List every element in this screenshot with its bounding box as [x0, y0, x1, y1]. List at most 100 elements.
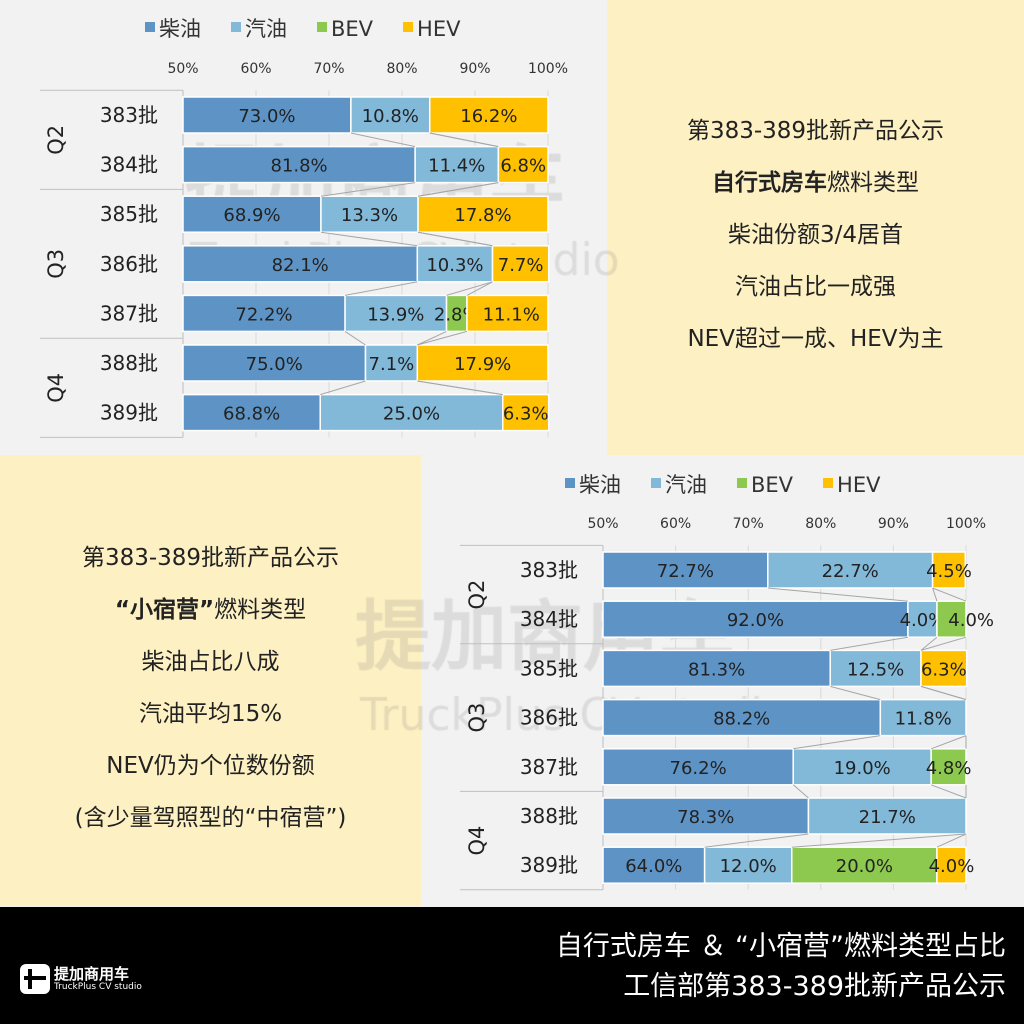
data-label: 4.0%: [948, 610, 994, 631]
note-line: 汽油占比一成强: [607, 261, 1024, 313]
series-line: [791, 833, 967, 848]
bar-segment-hev: [920, 649, 968, 688]
data-label: 22.7%: [822, 561, 879, 582]
note-line: 第383-389批新产品公示: [0, 532, 421, 584]
bar-segment-diesel: [602, 797, 810, 835]
series-line: [704, 833, 809, 848]
data-label: 7.1%: [369, 354, 415, 375]
data-label: 17.9%: [454, 354, 511, 375]
legend-label-diesel: 柴油: [579, 473, 621, 497]
legend-swatch-bev: [737, 478, 747, 488]
series-line: [932, 587, 967, 602]
series-line: [344, 281, 418, 296]
series-line: [417, 182, 499, 197]
data-label: 72.7%: [657, 561, 714, 582]
series-line: [920, 636, 938, 651]
bar-segment-hev: [497, 145, 549, 184]
data-label: 11.4%: [428, 156, 485, 177]
series-line: [429, 132, 499, 148]
series-line: [417, 231, 493, 247]
series-line: [320, 380, 366, 396]
quarter-label: Q3: [465, 703, 489, 733]
legend-swatch-gasoline: [651, 478, 661, 488]
note-line-text: 第383-389批新产品公示: [686, 118, 945, 144]
bar-segment-gasoline: [907, 600, 938, 638]
quarter-label: Q2: [465, 580, 489, 610]
note-line: 柴油份额3/4居首: [607, 209, 1024, 261]
bottom-note: 第383-389批新产品公示 “小宿营”燃料类型 柴油占比八成 汽油平均15% NEV仍…: [0, 532, 421, 844]
note-line-text: 柴油占比八成: [141, 649, 280, 675]
series-line: [767, 587, 908, 602]
series-line: [920, 636, 967, 651]
row-label: 388批: [100, 351, 158, 375]
x-tick-label: 50%: [587, 516, 618, 532]
bar-segment-hev: [416, 344, 549, 382]
note-line: 汽油平均15%: [0, 688, 421, 740]
row-label: 388批: [520, 804, 578, 828]
bar-segment-hev: [417, 195, 549, 233]
data-label: 64.0%: [625, 856, 682, 877]
x-tick-label: 90%: [459, 61, 490, 77]
note-line: NEV超过一成、HEV为主: [607, 313, 1024, 365]
data-label: 68.8%: [223, 404, 280, 425]
note-line: 自行式房车燃料类型: [607, 157, 1024, 209]
note-line-text: NEV超过一成、HEV为主: [687, 326, 944, 352]
x-tick-label: 60%: [240, 61, 271, 77]
bar-segment-gasoline: [807, 797, 967, 835]
series-line: [936, 833, 967, 848]
data-label: 68.9%: [223, 205, 280, 226]
x-tick-label: 50%: [167, 61, 198, 77]
data-label: 72.2%: [235, 304, 292, 325]
logo: 提加商用车 TruckPlus CV studio: [20, 964, 142, 994]
bar-segment-hev: [931, 551, 967, 589]
bar-segment-gasoline: [767, 551, 934, 589]
bar-segment-gasoline: [320, 195, 419, 233]
data-label: 82.1%: [272, 255, 329, 276]
bar-segment-hev: [501, 393, 550, 432]
series-line: [320, 182, 416, 197]
bar-segment-diesel: [182, 195, 322, 233]
bar-segment-diesel: [602, 551, 769, 589]
bar-segment-diesel: [182, 245, 419, 283]
legend-label-gasoline: 汽油: [245, 17, 287, 41]
data-label: 25.0%: [383, 404, 440, 425]
legend-swatch-diesel: [145, 22, 155, 32]
note-line-text: 燃料类型: [827, 170, 919, 196]
legend-swatch-hev: [823, 478, 834, 488]
data-label: 88.2%: [713, 709, 770, 730]
note-line-text: 柴油份额3/4居首: [727, 222, 903, 248]
bar-segment-diesel: [182, 393, 321, 432]
bar-segment-gasoline: [416, 245, 494, 283]
legend-label-hev: HEV: [417, 17, 461, 41]
x-tick-label: 80%: [386, 61, 417, 77]
data-label: 4.0%: [900, 610, 946, 631]
bar-segment-gasoline: [792, 748, 932, 786]
data-label: 81.3%: [688, 659, 745, 680]
series-line: [466, 281, 493, 296]
bar-segment-diesel: [602, 698, 882, 737]
series-line: [344, 330, 366, 346]
data-label: 76.2%: [670, 758, 727, 779]
x-tick-label: 60%: [660, 516, 691, 532]
logo-cn: 提加商用车: [54, 964, 130, 983]
note-line: 柴油占比八成: [0, 636, 421, 688]
series-line: [446, 281, 493, 296]
data-label: 78.3%: [677, 807, 734, 828]
series-line: [932, 587, 938, 602]
top-note: 第383-389批新产品公示自行式房车燃料类型柴油份额3/4居首汽油占比一成强 N…: [607, 105, 1024, 365]
note-line-text: (含少量驾照型的“中宿营”): [74, 805, 347, 831]
legend-label-diesel: 柴油: [159, 17, 201, 41]
data-label: 17.8%: [454, 205, 511, 226]
row-label: 384批: [100, 153, 158, 177]
data-label: 6.8%: [500, 156, 546, 177]
note-line: (含少量驾照型的“中宿营”): [0, 792, 421, 844]
bar-segment-gasoline: [344, 294, 448, 333]
data-label: 4.0%: [929, 856, 975, 877]
data-label: 20.0%: [836, 856, 893, 877]
note-line-text: 汽油平均15%: [138, 701, 283, 727]
bar-segment-gasoline: [364, 344, 419, 382]
data-label: 4.5%: [926, 561, 972, 582]
data-label: 21.7%: [859, 807, 916, 828]
data-label: 7.7%: [498, 255, 544, 276]
